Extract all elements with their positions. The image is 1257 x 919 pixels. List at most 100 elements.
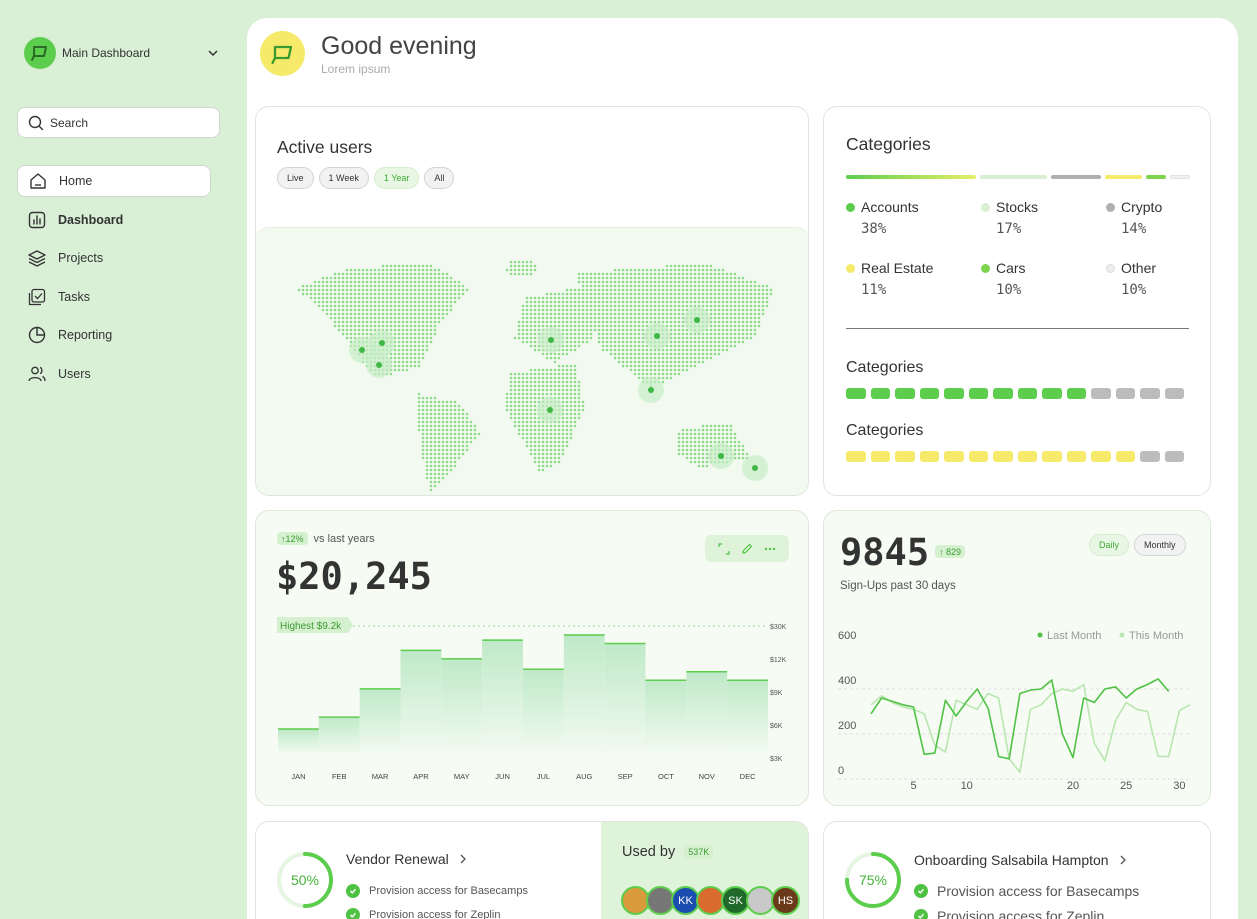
y-tick-label: $30K bbox=[770, 624, 787, 631]
category-name: Stocks bbox=[981, 199, 1101, 215]
vendor-progress-percent: 50% bbox=[290, 872, 320, 888]
category-bar-segment bbox=[1170, 175, 1190, 179]
range-selector: Live 1 Week 1 Year All bbox=[277, 167, 455, 189]
edit-pencil-icon[interactable] bbox=[741, 543, 753, 555]
x-tick-label: 5 bbox=[910, 780, 916, 792]
onboarding-link[interactable]: Onboarding Salsabila Hampton bbox=[914, 852, 1127, 868]
sidebar-item-label: Home bbox=[59, 174, 93, 188]
search-input[interactable] bbox=[50, 115, 210, 130]
revenue-bar-chart: Highest $9.2k JAN FEB MAR APR MAY JUN JUL AUG SEP… bbox=[277, 617, 787, 781]
signups-value: 9845 bbox=[840, 531, 930, 574]
more-dots-icon[interactable] bbox=[764, 543, 776, 555]
category-item: Stocks 17% bbox=[981, 199, 1101, 237]
category-label: Stocks bbox=[996, 199, 1039, 215]
map-hotspot bbox=[752, 465, 758, 471]
revenue-amount: $20,245 bbox=[276, 555, 432, 598]
page-title: Good evening bbox=[321, 32, 477, 60]
y-tick-label: 400 bbox=[838, 675, 856, 687]
x-tick-label: APR bbox=[413, 772, 429, 781]
category-bar-segment bbox=[846, 175, 976, 179]
y-tick-label: 200 bbox=[838, 720, 856, 732]
onboarding-task-label: Provision access for Zeplin bbox=[937, 908, 1105, 919]
period-monthly[interactable]: Monthly bbox=[1134, 534, 1186, 556]
vendor-renewal-link[interactable]: Vendor Renewal bbox=[346, 851, 467, 867]
sidebar-item-users[interactable]: Users bbox=[17, 358, 211, 390]
category-dot bbox=[846, 263, 855, 273]
x-tick-label: AUG bbox=[576, 772, 592, 781]
onboarding-title: Onboarding Salsabila Hampton bbox=[914, 852, 1109, 868]
x-tick-label: 30 bbox=[1173, 780, 1185, 792]
range-live[interactable]: Live bbox=[277, 167, 314, 189]
check-circle-icon bbox=[914, 909, 928, 919]
revenue-comparison-label: vs last years bbox=[313, 532, 375, 545]
category-item: Real Estate 11% bbox=[846, 260, 966, 298]
series-line-this-month bbox=[870, 683, 1191, 774]
map-hotspot bbox=[694, 317, 700, 323]
segment-block bbox=[1042, 451, 1062, 462]
x-tick-label: JUN bbox=[495, 772, 510, 781]
segment-block bbox=[944, 451, 964, 462]
expand-icon[interactable] bbox=[718, 542, 730, 555]
segment-block bbox=[870, 388, 890, 399]
category-dot bbox=[846, 202, 855, 212]
category-percent: 38% bbox=[861, 221, 887, 237]
series-line-last-month bbox=[870, 678, 1170, 760]
revenue-bar bbox=[400, 650, 442, 753]
check-circle-icon bbox=[346, 908, 360, 919]
category-item: Accounts 38% bbox=[846, 199, 966, 237]
user-avatar: SK bbox=[721, 886, 750, 915]
revenue-card: ↑12% vs last years $20,245 Highest $9.2k… bbox=[255, 510, 809, 806]
revenue-bar bbox=[645, 680, 687, 753]
sidebar-item-projects[interactable]: Projects bbox=[17, 242, 211, 274]
signups-period-toggle: Daily Monthly bbox=[1089, 534, 1186, 556]
y-tick-label: $9K bbox=[770, 690, 783, 697]
signups-card: 9845 ↑ 829 Sign-Ups past 30 days Daily M… bbox=[823, 510, 1211, 806]
revenue-bar bbox=[563, 634, 605, 753]
world-map-graphic bbox=[297, 260, 773, 492]
segment-block bbox=[1164, 451, 1184, 462]
revenue-bar bbox=[686, 671, 728, 753]
y-tick-label: 0 bbox=[838, 765, 844, 777]
segment-title-2: Categories bbox=[846, 422, 924, 439]
onboarding-task-label: Provision access for Basecamps bbox=[937, 883, 1140, 899]
period-daily[interactable]: Daily bbox=[1089, 534, 1130, 556]
x-tick-label: JAN bbox=[291, 772, 305, 781]
search-box[interactable] bbox=[17, 107, 220, 138]
category-label: Accounts bbox=[861, 199, 919, 215]
segment-block bbox=[944, 388, 964, 399]
segment-block bbox=[895, 388, 915, 399]
vendor-task-label: Provision access for Zeplin bbox=[369, 909, 501, 919]
onboarding-progress-ring bbox=[845, 852, 901, 908]
category-bar-segment bbox=[1146, 175, 1166, 179]
sidebar-item-tasks[interactable]: Tasks bbox=[17, 281, 211, 313]
categories-title: Categories bbox=[846, 134, 931, 154]
category-name: Cars bbox=[981, 260, 1101, 276]
workspace-switcher[interactable]: Main Dashboard bbox=[24, 36, 224, 70]
range-1-year[interactable]: 1 Year bbox=[373, 167, 420, 189]
vendor-task-label: Provision access for Basecamps bbox=[369, 885, 528, 897]
sidebar-item-home[interactable]: Home bbox=[17, 165, 211, 197]
y-tick-label: $6K bbox=[770, 723, 783, 730]
category-label: Crypto bbox=[1121, 199, 1163, 215]
chevron-right-icon bbox=[1120, 855, 1126, 865]
sidebar-item-dashboard[interactable]: Dashboard bbox=[17, 204, 211, 236]
category-item: Crypto 14% bbox=[1106, 199, 1210, 237]
category-name: Accounts bbox=[846, 199, 966, 215]
onboarding-task-2: Provision access for Zeplin bbox=[914, 908, 1104, 919]
segment-block bbox=[1066, 388, 1086, 399]
segment-block bbox=[919, 451, 939, 462]
x-tick-label: OCT bbox=[658, 772, 674, 781]
y-tick-label: $12K bbox=[770, 657, 787, 664]
highest-label-bg bbox=[277, 617, 353, 633]
segment-block bbox=[1164, 388, 1184, 399]
segment-progress-2 bbox=[846, 451, 1184, 462]
segment-block bbox=[870, 451, 890, 462]
segment-block bbox=[1140, 388, 1160, 399]
range-1-week[interactable]: 1 Week bbox=[318, 167, 369, 189]
sidebar-item-reporting[interactable]: Reporting bbox=[17, 319, 211, 351]
divider bbox=[846, 328, 1189, 329]
segment-title-1: Categories bbox=[846, 359, 924, 376]
used-by-count-badge: 537K bbox=[684, 845, 714, 859]
range-all[interactable]: All bbox=[424, 167, 455, 189]
revenue-toolbar bbox=[705, 535, 789, 562]
